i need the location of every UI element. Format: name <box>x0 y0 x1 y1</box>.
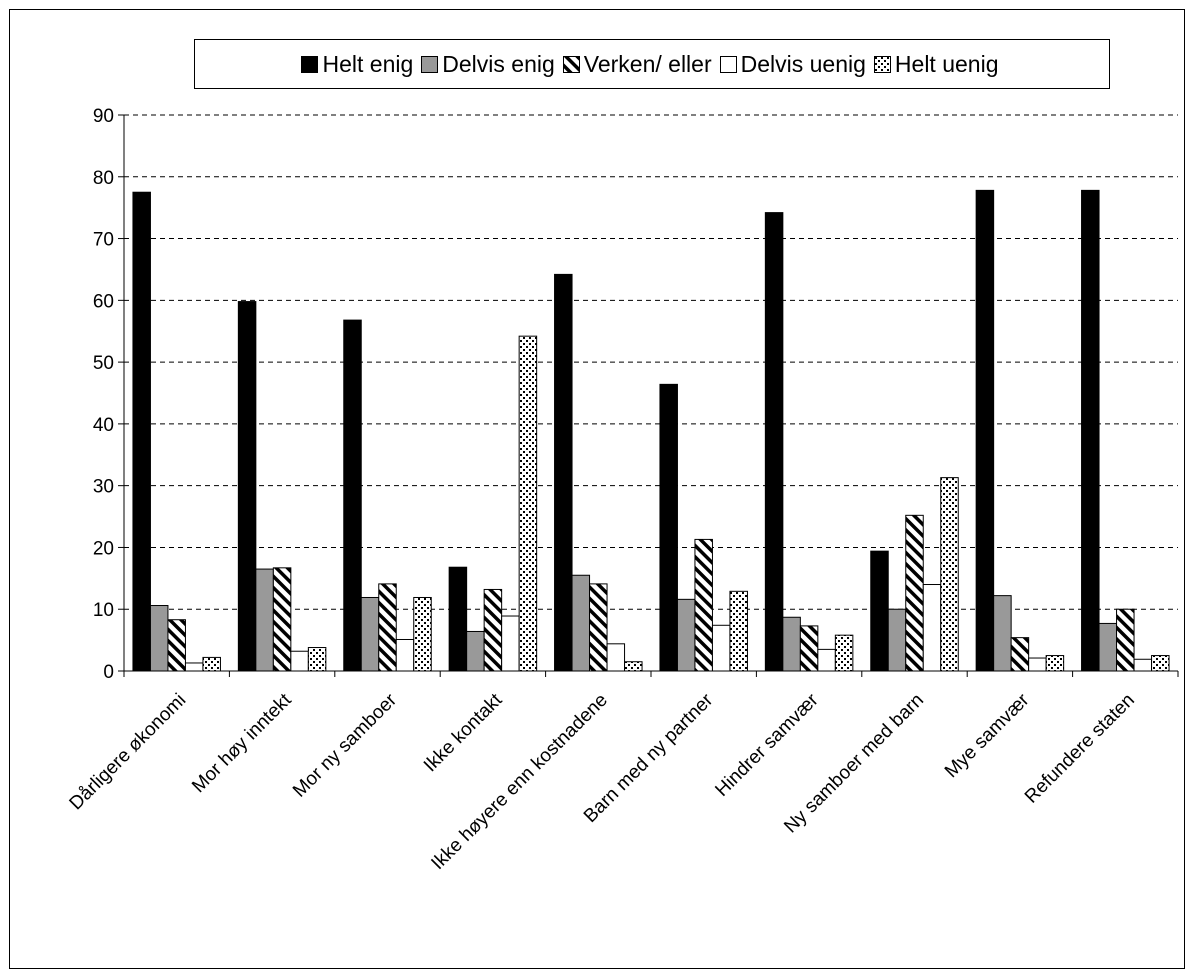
bar-delvis-enig <box>887 608 907 672</box>
gridlines <box>124 114 1178 610</box>
x-category-label: Hindrer samvær <box>711 689 823 801</box>
bar-verken-eller <box>1010 637 1030 672</box>
bar-delvis-uenig <box>501 615 520 672</box>
bar-delvis-enig <box>255 568 274 672</box>
y-tick-label: 50 <box>93 353 114 374</box>
x-category-label: Ikke høyere enn kostnadene <box>427 690 611 874</box>
bar-helt-enig <box>554 273 573 672</box>
y-tick-label: 20 <box>93 538 114 559</box>
chart-frame: 0 10 20 30 40 50 60 70 80 90 Dårligere økonomi Mor… <box>9 9 1185 969</box>
bar-helt-uenig <box>940 477 959 672</box>
x-category-label: Mor høy inntekt <box>188 689 296 797</box>
legend-item-delvis-enig: Delvis enig <box>421 51 555 78</box>
bar-helt-enig <box>659 383 678 672</box>
x-category-label: Mye samvær <box>941 689 1034 782</box>
bar-verken-eller <box>378 583 397 672</box>
bar-helt-enig <box>343 319 362 672</box>
y-tick-label: 60 <box>93 291 114 312</box>
bar-verken-eller <box>589 583 608 672</box>
legend-item-helt-uenig: Helt uenig <box>873 50 999 78</box>
x-category-label: Dårligere økonomi <box>66 690 191 815</box>
y-tick-label: 70 <box>93 230 114 251</box>
bar-delvis-uenig <box>184 662 204 672</box>
bar-delvis-uenig <box>1028 657 1047 672</box>
bar-verken-eller <box>799 625 819 672</box>
bar-helt-uenig <box>1151 655 1170 672</box>
bars <box>132 189 1170 672</box>
bar-helt-uenig <box>518 335 538 672</box>
y-tick-label: 30 <box>93 477 114 498</box>
legend: Helt enig Delvis enig Verken/ eller Delv… <box>194 39 1110 89</box>
bar-verken-eller <box>1116 608 1135 672</box>
bar-helt-uenig <box>1045 655 1065 672</box>
bar-delvis-uenig <box>817 648 836 672</box>
bar-helt-enig <box>237 301 257 672</box>
bar-verken-eller <box>272 567 292 672</box>
bar-delvis-uenig <box>606 643 626 672</box>
legend-label: Helt enig <box>322 50 414 77</box>
x-category-label: Mor ny samboer <box>289 689 401 801</box>
legend-swatch-diagonal-hatch <box>562 55 580 73</box>
bar-delvis-enig <box>1098 622 1118 672</box>
legend-swatch-white <box>719 55 737 73</box>
legend-swatch-dotted <box>873 55 891 73</box>
legend-label: Verken/ eller <box>583 50 712 77</box>
legend-swatch-solid-gray <box>421 55 439 73</box>
y-tick-label: 10 <box>93 600 114 621</box>
bar-helt-uenig <box>307 647 327 672</box>
bar-delvis-enig <box>993 595 1012 672</box>
bar-helt-enig <box>132 191 151 672</box>
bar-delvis-enig <box>360 596 380 672</box>
bar-helt-uenig <box>624 661 643 672</box>
bar-delvis-enig <box>466 630 485 672</box>
legend-label: Delvis uenig <box>740 50 866 77</box>
legend-label: Delvis enig <box>442 50 555 77</box>
x-category-label: Ikke kontakt <box>420 689 507 776</box>
bar-helt-enig <box>975 189 995 672</box>
bar-delvis-uenig <box>290 650 309 672</box>
bar-helt-uenig <box>729 590 748 672</box>
y-tick-label: 80 <box>93 168 114 189</box>
legend-item-verken-eller: Verken/ eller <box>562 50 712 78</box>
bar-verken-eller <box>694 538 713 672</box>
bar-helt-enig <box>764 212 784 672</box>
legend-swatch-solid-black <box>301 55 319 73</box>
legend-label: Helt uenig <box>894 50 999 77</box>
y-tick-labels: 0 10 20 30 40 50 60 70 80 90 <box>93 106 124 683</box>
bar-helt-uenig <box>413 596 432 672</box>
x-category-label: Refundere staten <box>1021 690 1139 808</box>
bar-delvis-uenig <box>395 638 415 672</box>
bar-delvis-enig <box>149 605 169 672</box>
bar-delvis-uenig <box>922 584 942 672</box>
bar-helt-enig <box>448 566 468 672</box>
legend-item-helt-enig: Helt enig <box>301 51 413 78</box>
y-tick-label: 40 <box>93 415 114 436</box>
bar-helt-enig <box>1081 189 1100 672</box>
bar-delvis-uenig <box>711 624 731 672</box>
bar-delvis-uenig <box>1133 658 1153 672</box>
bar-verken-eller <box>167 619 186 672</box>
bar-delvis-enig <box>571 574 591 672</box>
legend-item-delvis-uenig: Delvis uenig <box>719 50 866 78</box>
y-tick-label: 0 <box>103 662 114 683</box>
bar-delvis-enig <box>676 598 696 672</box>
bar-helt-uenig <box>202 656 221 672</box>
y-tick-label: 90 <box>93 106 114 127</box>
bar-helt-enig <box>870 550 889 672</box>
bar-delvis-enig <box>782 616 801 672</box>
bar-helt-uenig <box>834 634 854 672</box>
axes <box>123 115 1179 677</box>
bar-verken-eller <box>905 514 924 672</box>
bar-verken-eller <box>483 588 503 672</box>
